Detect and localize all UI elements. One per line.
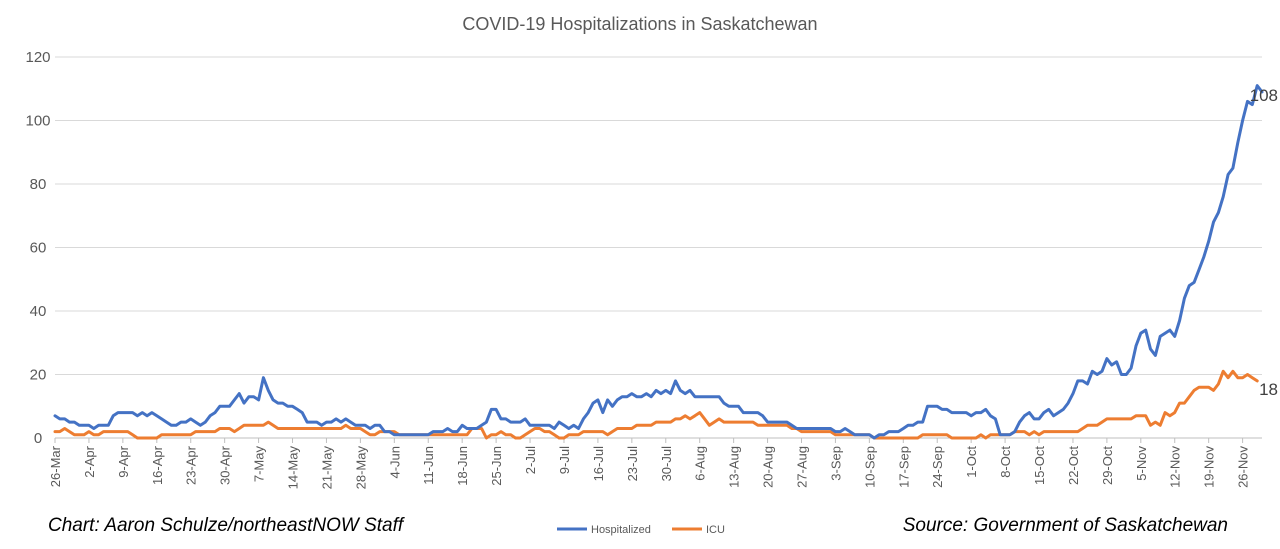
x-tick-label: 28-May — [353, 446, 368, 490]
x-tick-label: 30-Jul — [659, 446, 674, 482]
y-tick-label: 120 — [25, 49, 50, 66]
y-tick-label: 60 — [30, 240, 47, 257]
x-tick-label: 3-Sep — [828, 446, 843, 481]
x-tick-label: 1-Oct — [964, 446, 979, 478]
x-tick-label: 17-Sep — [896, 446, 911, 488]
x-tick-label: 24-Sep — [930, 446, 945, 488]
y-tick-label: 0 — [34, 430, 42, 447]
y-axis-tick-labels: 0 20 40 60 80 100 120 — [25, 49, 50, 447]
end-value-labels: 108 18 — [1250, 86, 1278, 399]
x-tick-label: 26-Nov — [1236, 446, 1251, 488]
y-tick-label: 40 — [30, 303, 47, 320]
x-tick-label: 9-Apr — [116, 445, 131, 477]
x-tick-label: 14-May — [286, 446, 301, 490]
x-tick-label: 16-Jul — [591, 446, 606, 482]
x-tick-label: 18-Jun — [455, 446, 470, 486]
y-tick-label: 100 — [25, 113, 50, 130]
x-tick-label: 2-Jul — [523, 446, 538, 474]
data-source: Source: Government of Saskatchewan — [902, 515, 1228, 536]
chart-credit: Chart: Aaron Schulze/northeastNOW Staff — [48, 515, 404, 536]
y-tick-label: 20 — [30, 367, 47, 384]
x-tick-label: 11-Jun — [421, 446, 436, 485]
legend-label-icu: ICU — [706, 524, 725, 536]
x-tick-label: 25-Jun — [489, 446, 504, 486]
end-label-hospitalized: 108 — [1250, 86, 1278, 105]
x-tick-label: 27-Aug — [794, 446, 809, 488]
x-tick-label: 12-Nov — [1168, 446, 1183, 488]
x-tick-label: 23-Apr — [184, 445, 199, 485]
x-tick-label: 22-Oct — [1066, 446, 1081, 485]
data-series — [53, 84, 1264, 440]
x-tick-label: 26-Mar — [48, 445, 63, 487]
x-tick-label: 30-Apr — [218, 445, 233, 485]
x-tick-label: 4-Jun — [387, 446, 402, 479]
x-tick-label: 20-Aug — [761, 446, 776, 488]
series-line-icu — [53, 369, 1259, 440]
end-label-icu: 18 — [1259, 380, 1278, 399]
legend: Hospitalized ICU — [557, 524, 725, 536]
x-tick-label: 16-Apr — [150, 445, 165, 485]
x-tick-label: 2-Apr — [82, 445, 97, 477]
x-tick-label: 13-Aug — [727, 446, 742, 488]
x-tick-label: 23-Jul — [625, 446, 640, 482]
x-tick-label: 8-Oct — [998, 446, 1013, 478]
x-tick-label: 21-May — [319, 446, 334, 490]
x-axis: 26-Mar 2-Apr 9-Apr 16-Apr 23-Apr 30-Apr 7-May 1… — [48, 438, 1251, 489]
chart-title: COVID-19 Hospitalizations in Saskatchewa… — [462, 14, 817, 34]
x-tick-label: 29-Oct — [1100, 446, 1115, 485]
series-line-hospitalized — [53, 84, 1264, 440]
x-tick-label: 10-Sep — [862, 446, 877, 488]
y-tick-label: 80 — [30, 176, 47, 193]
x-tick-label: 5-Nov — [1134, 446, 1149, 481]
x-tick-label: 19-Nov — [1202, 446, 1217, 488]
x-tick-label: 7-May — [252, 446, 267, 483]
legend-label-hospitalized: Hospitalized — [591, 524, 651, 536]
gridlines — [55, 56, 1262, 439]
x-tick-label: 9-Jul — [557, 446, 572, 474]
x-tick-label: 15-Oct — [1032, 446, 1047, 485]
x-tick-label: 6-Aug — [693, 446, 708, 481]
